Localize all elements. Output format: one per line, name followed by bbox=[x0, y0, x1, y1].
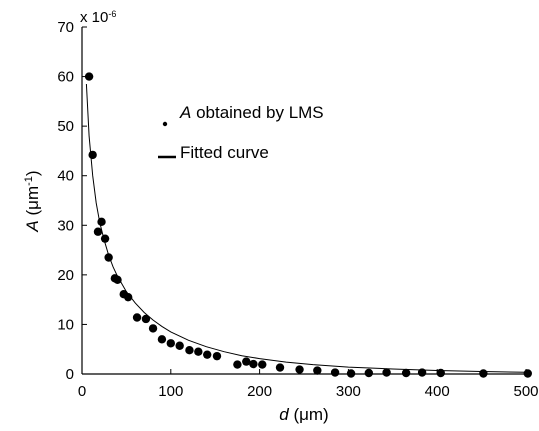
data-point bbox=[401, 368, 411, 378]
y-tick-label: 40 bbox=[57, 168, 74, 185]
legend-label-lms: A obtained by LMS bbox=[179, 103, 324, 122]
data-point bbox=[242, 357, 251, 366]
data-point bbox=[141, 314, 151, 324]
x-tick-label: 300 bbox=[336, 383, 361, 400]
fitted-curve-line bbox=[85, 83, 527, 373]
data-point bbox=[132, 313, 142, 322]
x-axis-label: d (μm) bbox=[279, 405, 328, 424]
legend-label-fit: Fitted curve bbox=[180, 143, 269, 162]
y-tick-label: 0 bbox=[66, 366, 74, 383]
y-axis-label: A (μm-1) bbox=[23, 170, 42, 232]
x-tick-label: 100 bbox=[158, 383, 183, 400]
data-point bbox=[194, 347, 203, 356]
x-tick-label: 0 bbox=[78, 383, 86, 400]
data-point bbox=[313, 366, 322, 375]
y-tick-label: 60 bbox=[57, 69, 74, 86]
data-point bbox=[88, 150, 97, 160]
data-point bbox=[175, 341, 184, 350]
data-point bbox=[113, 275, 122, 285]
plot-area: 0 100 200 300 400 500 0 10 20 30 40 50 60 70 bbox=[57, 19, 538, 400]
data-point bbox=[275, 363, 285, 372]
y-tick-label: 20 bbox=[57, 267, 74, 284]
y-tick-label: 70 bbox=[57, 19, 74, 36]
data-point bbox=[364, 368, 374, 378]
y-tick-label: 50 bbox=[57, 118, 74, 135]
legend-box bbox=[148, 92, 360, 170]
data-point bbox=[212, 351, 222, 361]
data-point bbox=[148, 324, 158, 333]
x-tick-label: 200 bbox=[247, 383, 272, 400]
data-point bbox=[249, 359, 258, 369]
data-point bbox=[166, 339, 175, 348]
y-tick-label: 10 bbox=[57, 316, 74, 333]
legend-marker-lms bbox=[162, 121, 168, 127]
data-point bbox=[97, 217, 106, 227]
data-point bbox=[233, 360, 242, 369]
data-point bbox=[295, 365, 304, 374]
data-point bbox=[417, 368, 427, 377]
data-point bbox=[330, 368, 340, 377]
data-point bbox=[479, 369, 488, 378]
legend: A obtained by LMS Fitted curve bbox=[148, 92, 360, 170]
data-point bbox=[346, 369, 356, 378]
x-tick-label: 500 bbox=[513, 383, 538, 400]
data-point bbox=[157, 335, 167, 344]
x-tick-label: 400 bbox=[425, 383, 450, 400]
data-point bbox=[123, 292, 133, 302]
data-point bbox=[382, 368, 391, 377]
x-ticks: 0 100 200 300 400 500 bbox=[78, 369, 539, 400]
data-point bbox=[203, 350, 212, 359]
y-ticks: 0 10 20 30 40 50 60 70 bbox=[57, 19, 87, 383]
data-point bbox=[258, 360, 267, 369]
data-point bbox=[523, 369, 532, 378]
data-point bbox=[104, 253, 113, 262]
data-point bbox=[93, 227, 103, 236]
data-point bbox=[84, 72, 94, 81]
data-points bbox=[84, 72, 532, 378]
data-point bbox=[436, 368, 445, 378]
y-tick-label: 30 bbox=[57, 217, 74, 234]
data-point bbox=[100, 234, 110, 243]
y-multiplier: x 10-6 bbox=[80, 9, 116, 26]
data-point bbox=[185, 346, 194, 355]
